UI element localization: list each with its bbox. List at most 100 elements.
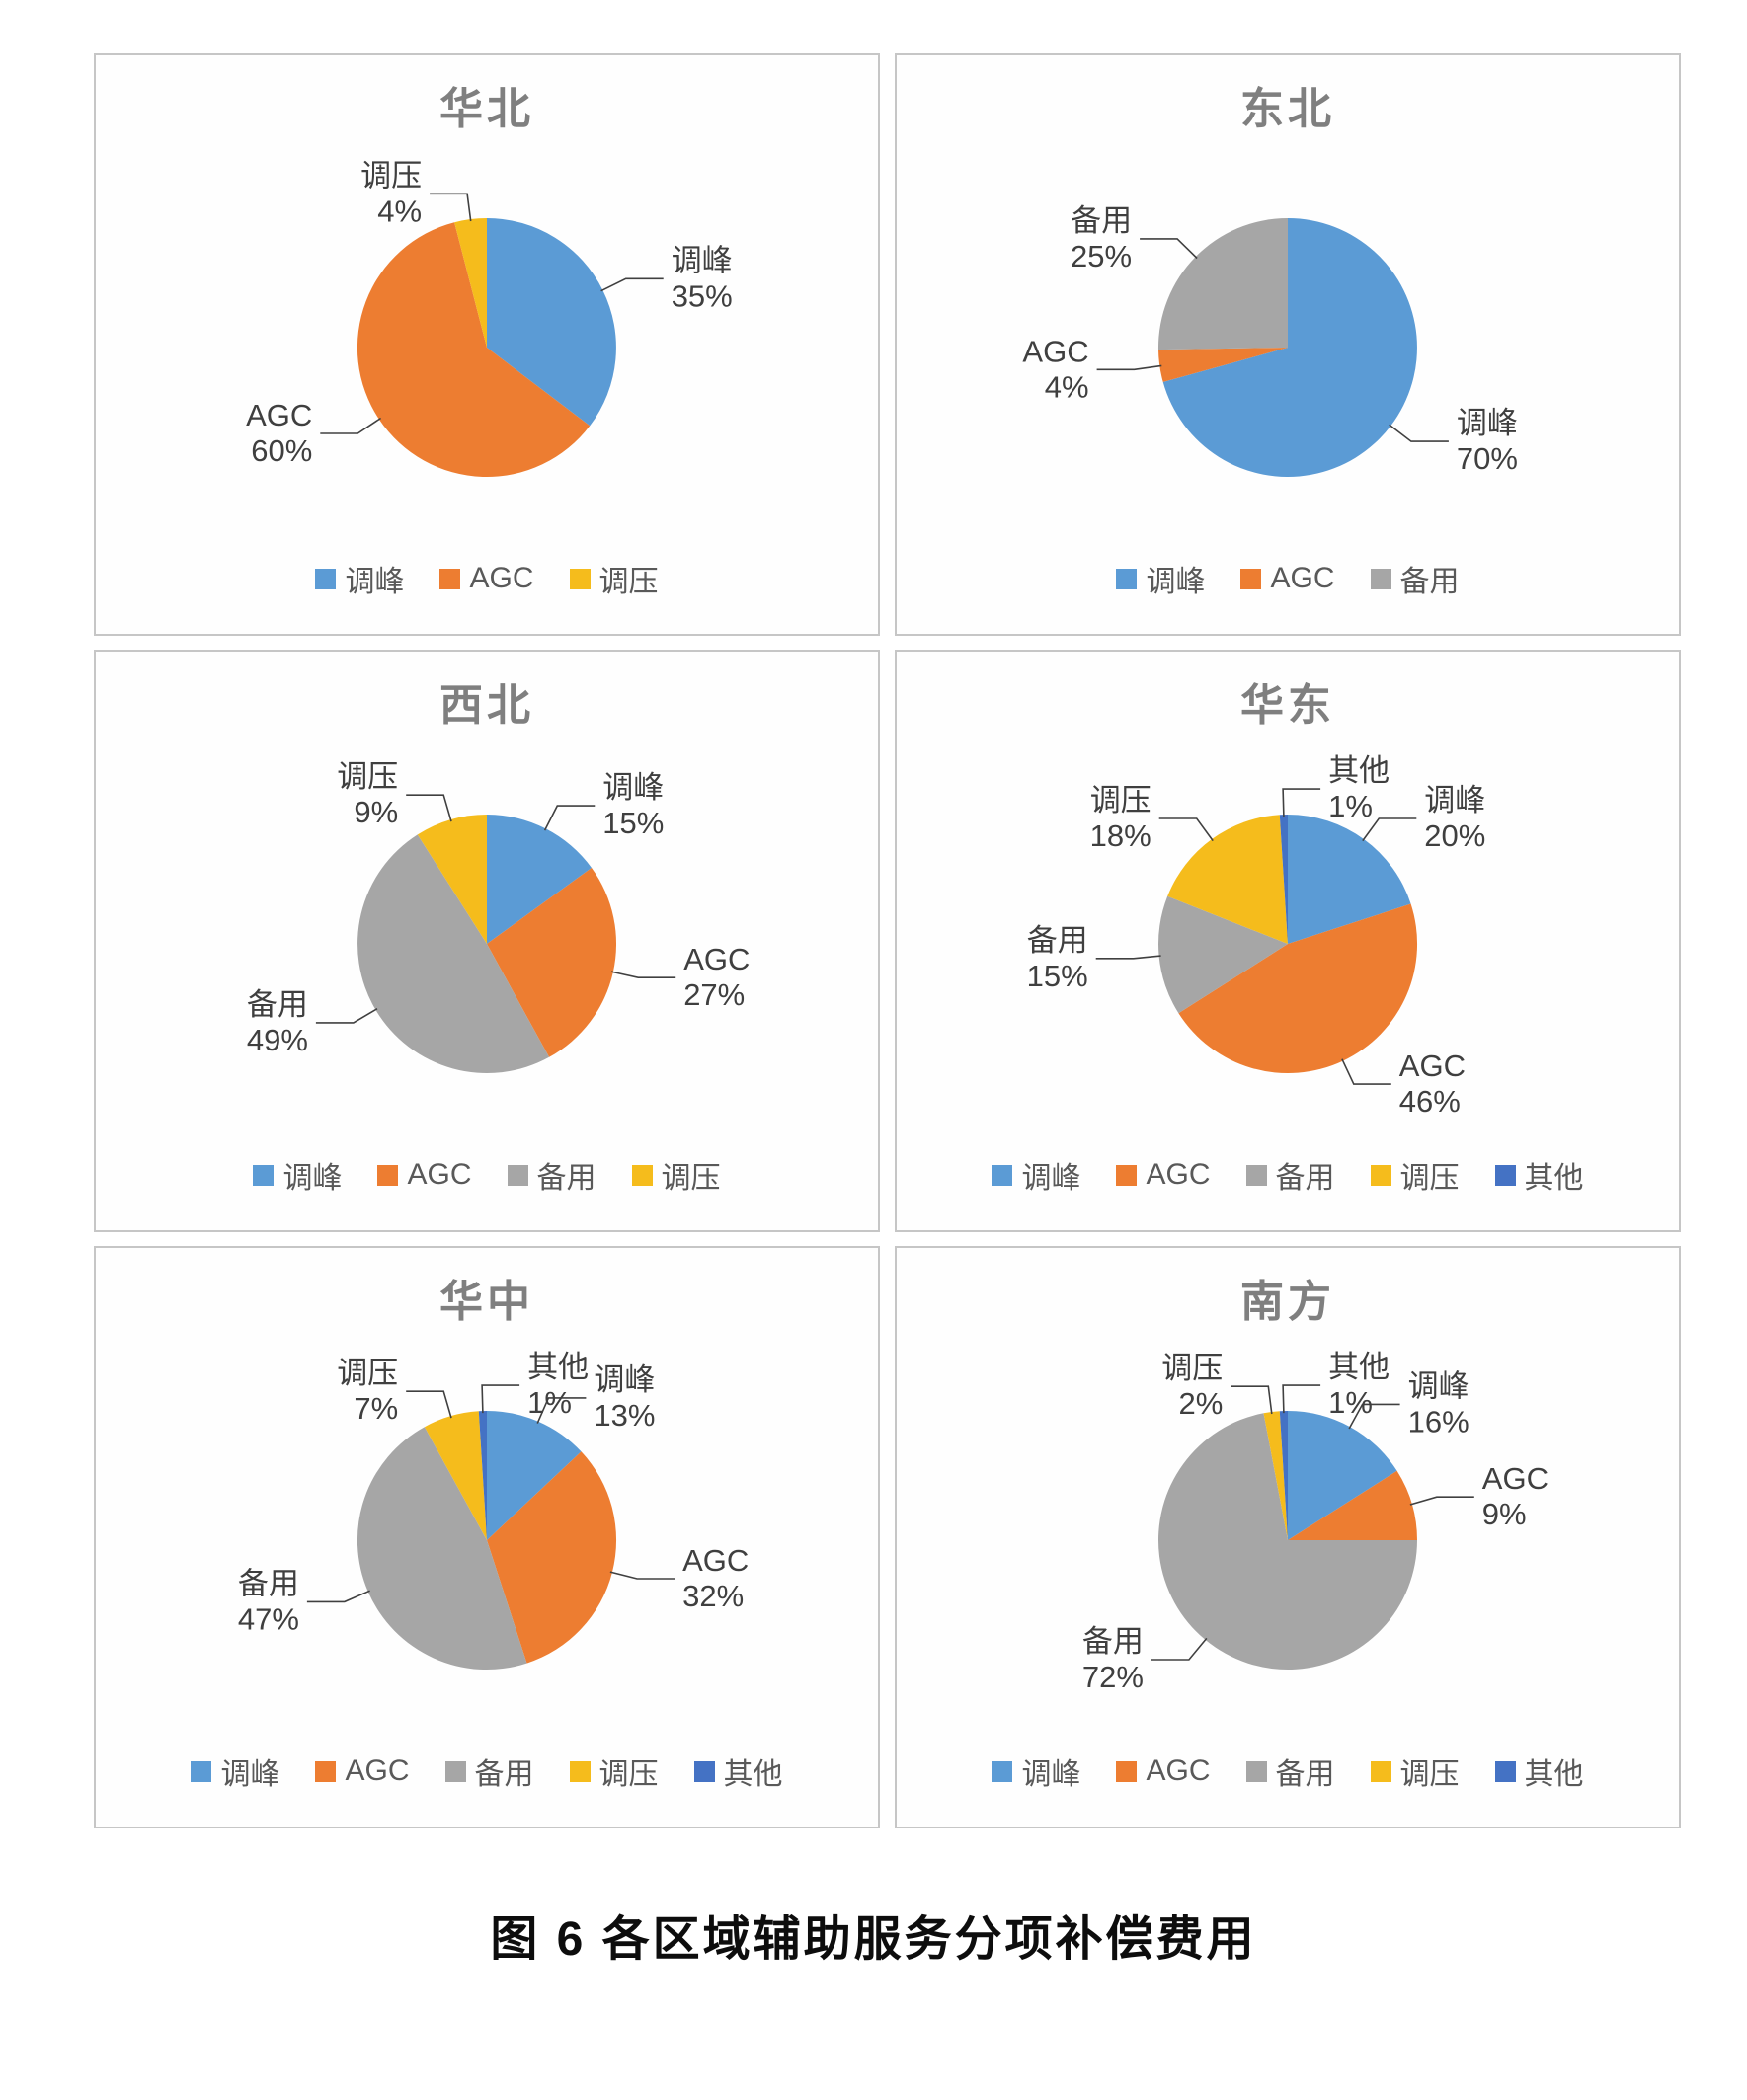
label-leader-line <box>1409 1496 1474 1506</box>
label-leader-line <box>1282 1384 1321 1414</box>
label-leader-line <box>600 277 664 292</box>
legend-label: 调峰 <box>1021 1162 1081 1195</box>
legend-item: 调压 <box>1370 1153 1460 1197</box>
legend-label: 调峰 <box>282 1162 343 1195</box>
pie-legend: 调峰 AGC 备用 调压 其他 <box>897 1153 1679 1197</box>
slice-label: 其他 1% <box>1328 753 1390 823</box>
label-leader-line <box>1151 1637 1208 1661</box>
label-leader-line <box>1140 238 1198 260</box>
legend-color-swatch <box>569 1760 591 1782</box>
pie-panel-nanfang: 南方 调峰 16% AGC 9% 备用 72% 调压 2% 其他 1% 调峰 AGC 备用 调压 其他 <box>895 1246 1681 1828</box>
pie-slice <box>487 1451 617 1664</box>
legend-label: 调峰 <box>1021 1758 1081 1791</box>
label-leader-line <box>1231 1385 1273 1415</box>
legend-item: AGC <box>1116 1754 1211 1788</box>
pie-legend: 调峰 AGC 调压 <box>96 557 878 600</box>
pie-grid: 华北 调峰 35% AGC 60% 调压 4% 调峰 AGC 调压 东北 调峰 70% AGC 4%… <box>94 53 1747 1828</box>
pie-chart: 调峰 70% AGC 4% 备用 25% <box>1022 203 1518 477</box>
pie-slice <box>357 1427 527 1671</box>
label-leader-line <box>536 1397 587 1424</box>
legend-label: 调峰 <box>1146 566 1206 598</box>
legend-label: AGC <box>1270 562 1335 594</box>
slice-label: AGC 4% <box>1022 334 1088 404</box>
legend-color-swatch <box>693 1760 715 1782</box>
slice-label: 调峰 35% <box>672 243 733 313</box>
legend-item: 调峰 <box>992 1750 1080 1793</box>
pie-slice <box>478 1411 487 1540</box>
legend-color-swatch <box>253 1164 275 1186</box>
legend-label: 其他 <box>1524 1758 1584 1791</box>
legend-color-swatch <box>315 1760 337 1782</box>
legend-label: AGC <box>407 1158 472 1191</box>
legend-color-swatch <box>992 1164 1013 1186</box>
legend-color-swatch <box>1370 1760 1391 1782</box>
legend-item: AGC <box>1116 1158 1211 1192</box>
legend-color-swatch <box>1494 1164 1516 1186</box>
legend-item: 其他 <box>1494 1750 1584 1793</box>
slice-label: AGC 46% <box>1399 1049 1466 1119</box>
legend-color-swatch <box>191 1760 212 1782</box>
legend-item: AGC <box>1240 562 1335 595</box>
slice-label: 备用 25% <box>1071 203 1132 273</box>
label-leader-line <box>610 971 676 979</box>
label-leader-line <box>543 805 596 831</box>
legend-item: 调压 <box>569 557 659 600</box>
legend-label: AGC <box>1146 1754 1211 1787</box>
slice-label: 调峰 15% <box>602 770 664 840</box>
slice-label: 调压 7% <box>337 1356 398 1426</box>
legend-label: 备用 <box>1275 1758 1335 1791</box>
legend-label: AGC <box>1146 1158 1211 1191</box>
pie-legend: 调峰 AGC 备用 调压 其他 <box>96 1750 878 1793</box>
legend-item: 备用 <box>444 1750 534 1793</box>
slice-label: 备用 72% <box>1082 1624 1144 1694</box>
pie-legend: 调峰 AGC 备用 <box>897 557 1679 600</box>
legend-item: 备用 <box>1245 1153 1335 1197</box>
pie-slice <box>1279 815 1288 944</box>
legend-color-swatch <box>1240 568 1262 589</box>
legend-label: 调峰 <box>220 1758 280 1791</box>
slice-label: 其他 1% <box>527 1350 589 1420</box>
legend-color-swatch <box>1370 568 1391 589</box>
label-leader-line <box>1158 817 1214 842</box>
legend-label: AGC <box>469 562 534 594</box>
label-leader-line <box>481 1384 520 1414</box>
legend-color-swatch <box>631 1164 653 1186</box>
legend-label: 调压 <box>598 1758 659 1791</box>
pie-slice <box>487 815 592 944</box>
legend-label: 备用 <box>1399 566 1460 598</box>
slice-label: AGC 60% <box>246 398 312 468</box>
legend-item: 调压 <box>1370 1750 1460 1793</box>
pie-chart: 调峰 13% AGC 32% 备用 47% 调压 7% 其他 1% <box>238 1350 749 1671</box>
legend-color-swatch <box>992 1760 1013 1782</box>
label-leader-line <box>1389 424 1449 442</box>
pie-slice <box>1288 1470 1417 1540</box>
pie-slice <box>487 1411 582 1540</box>
slice-label: AGC 32% <box>682 1543 749 1613</box>
legend-item: AGC <box>377 1158 472 1192</box>
pie-slice <box>1158 1413 1417 1670</box>
legend-item: 调峰 <box>253 1153 342 1197</box>
legend-label: 调压 <box>1399 1758 1460 1791</box>
pie-slice <box>417 815 487 944</box>
legend-color-swatch <box>569 568 591 589</box>
pie-slice <box>424 1411 487 1540</box>
pie-slice <box>454 218 487 348</box>
pie-legend: 调峰 AGC 备用 调压 <box>96 1153 878 1197</box>
slice-label: 调峰 70% <box>1457 406 1518 476</box>
pie-slice <box>1279 1411 1288 1540</box>
legend-item: 调峰 <box>315 557 404 600</box>
legend-color-swatch <box>1116 568 1138 589</box>
pie-slice <box>1162 218 1417 477</box>
label-leader-line <box>430 193 472 222</box>
legend-label: 其他 <box>1524 1162 1584 1195</box>
label-leader-line <box>1341 1058 1391 1085</box>
legend-color-swatch <box>1116 1760 1138 1782</box>
legend-color-swatch <box>444 1760 466 1782</box>
legend-label: AGC <box>345 1754 410 1787</box>
legend-label: 备用 <box>1275 1162 1335 1195</box>
slice-label: AGC 27% <box>683 942 750 1012</box>
legend-label: 调压 <box>661 1162 721 1195</box>
label-leader-line <box>1348 1403 1400 1430</box>
slice-label: 备用 49% <box>247 987 308 1057</box>
legend-color-swatch <box>1245 1760 1267 1782</box>
